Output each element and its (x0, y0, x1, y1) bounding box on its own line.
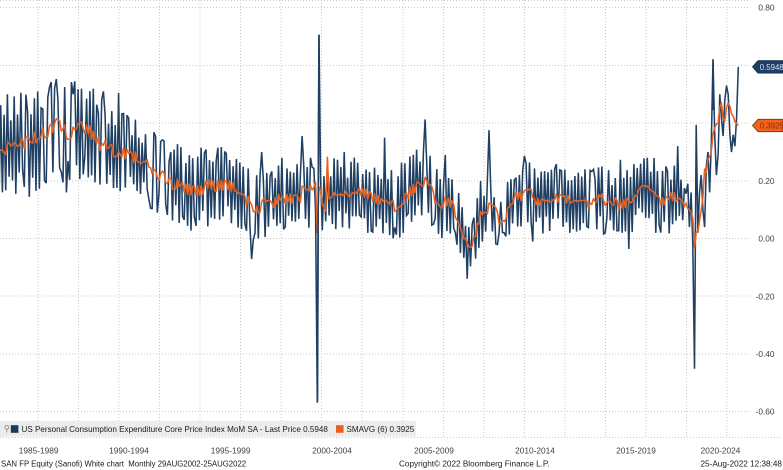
svg-text:SMAVG (6) 0.3925: SMAVG (6) 0.3925 (347, 425, 415, 434)
svg-text:0.20: 0.20 (758, 176, 775, 186)
svg-text:0.5948: 0.5948 (760, 63, 783, 72)
svg-text:1985-1989: 1985-1989 (19, 446, 59, 456)
svg-text:-0.60: -0.60 (756, 407, 775, 417)
svg-text:US Personal Consumption Expend: US Personal Consumption Expenditure Core… (22, 425, 329, 434)
svg-text:25-Aug-2022 12:38:48: 25-Aug-2022 12:38:48 (701, 460, 783, 469)
svg-text:1990-1994: 1990-1994 (109, 446, 149, 456)
svg-text:Copyright© 2022 Bloomberg Fina: Copyright© 2022 Bloomberg Finance L.P. (399, 460, 550, 469)
svg-text:-0.40: -0.40 (756, 349, 775, 359)
svg-text:0.3925: 0.3925 (760, 121, 783, 130)
svg-text:2000-2004: 2000-2004 (312, 446, 352, 456)
svg-text:-0.20: -0.20 (756, 291, 775, 301)
svg-text:2015-2019: 2015-2019 (616, 446, 656, 456)
svg-text:2020-2024: 2020-2024 (701, 446, 741, 456)
svg-text:SAN FP Equity (Sanofi) White c: SAN FP Equity (Sanofi) White chart Month… (1, 460, 246, 469)
svg-text:2005-2009: 2005-2009 (414, 446, 454, 456)
svg-text:2010-2014: 2010-2014 (515, 446, 555, 456)
svg-text:1995-1999: 1995-1999 (211, 446, 251, 456)
svg-text:0.00: 0.00 (758, 234, 775, 244)
svg-text:0.80: 0.80 (758, 3, 775, 13)
